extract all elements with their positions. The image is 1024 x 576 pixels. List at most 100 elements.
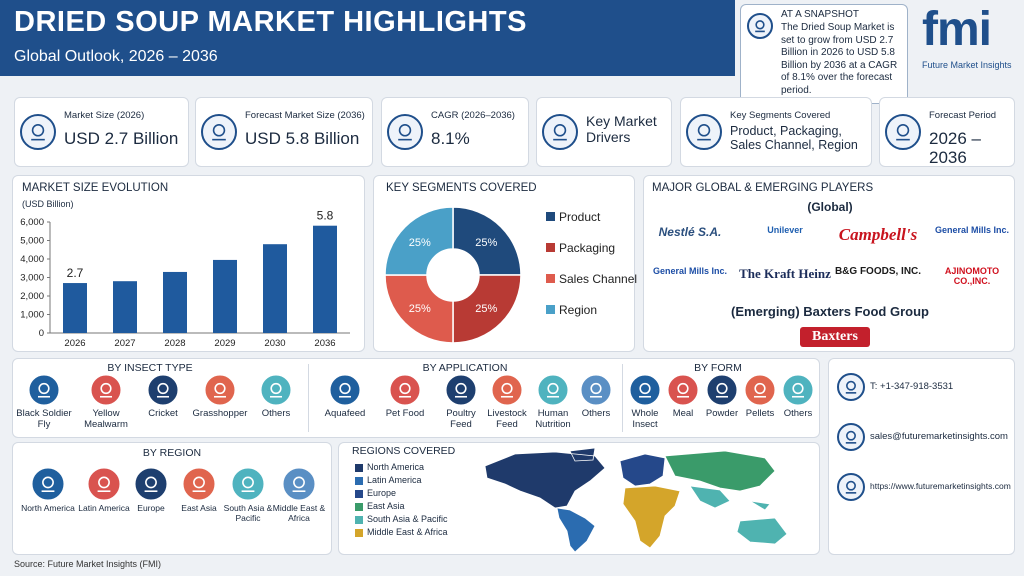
legend-swatch xyxy=(546,305,555,314)
icon-circle xyxy=(667,374,699,406)
bar xyxy=(213,259,237,333)
kpi-label: Key Segments Covered xyxy=(730,110,831,121)
kpi-label: Forecast Market Size (2036) xyxy=(245,110,365,121)
section-title: MAJOR GLOBAL & EMERGING PLAYERS xyxy=(652,182,874,194)
x-tick-label: 2028 xyxy=(164,338,185,349)
item-label: South Asia & Pacific xyxy=(223,503,273,523)
item-label: Latin America xyxy=(78,503,130,513)
chart-title: KEY SEGMENTS COVERED xyxy=(386,182,537,194)
legend-swatch xyxy=(546,212,555,221)
bar xyxy=(263,244,287,333)
icon-glyph xyxy=(293,476,305,489)
player-logo: The Kraft Heinz xyxy=(739,266,831,281)
item-label: Others xyxy=(783,408,813,419)
icon-glyph xyxy=(193,476,205,489)
icon-circle xyxy=(20,114,56,150)
section-title: BY APPLICATION xyxy=(422,362,508,374)
icon-circle xyxy=(837,373,865,401)
item-label: Middle East & Africa xyxy=(272,503,326,523)
y-tick-label: 1,000 xyxy=(20,310,44,321)
player-logo: General Mills Inc. xyxy=(934,225,1010,235)
item-label: Whole Insect xyxy=(631,408,659,430)
data-label: 25% xyxy=(409,237,431,249)
icon-glyph xyxy=(145,476,157,489)
icon-circle xyxy=(90,374,122,406)
item-label: North America xyxy=(21,503,75,513)
icon-glyph xyxy=(501,382,513,395)
snapshot-title: AT A SNAPSHOT xyxy=(781,9,859,20)
icon-glyph xyxy=(98,476,110,489)
player-logo: Baxters xyxy=(800,327,870,347)
icon-circle xyxy=(542,114,578,150)
icon-circle xyxy=(491,374,523,406)
icon-glyph xyxy=(31,124,45,137)
x-tick-label: 2030 xyxy=(264,338,285,349)
section-title: BY FORM xyxy=(694,362,742,374)
item-label: Powder xyxy=(705,408,739,419)
player-logo: AJINOMOTO CO.,INC. xyxy=(944,266,1000,286)
player-logo: Nestlé S.A. xyxy=(658,225,722,239)
icon-circle xyxy=(706,374,738,406)
logo-name: fmi xyxy=(922,3,992,56)
bar xyxy=(63,283,87,333)
legend-swatch xyxy=(355,464,363,472)
item-label: Europe xyxy=(137,503,165,513)
icon-glyph xyxy=(157,382,169,395)
x-tick-label: 2029 xyxy=(214,338,235,349)
icon-glyph xyxy=(590,382,602,395)
icon-circle xyxy=(204,374,236,406)
x-tick-label: 2026 xyxy=(64,338,85,349)
icon-circle xyxy=(329,374,361,406)
legend-swatch xyxy=(355,529,363,537)
region-shape xyxy=(484,447,606,509)
icon-glyph xyxy=(846,430,856,441)
icon-circle xyxy=(260,374,292,406)
y-tick-label: 6,000 xyxy=(20,217,44,228)
players-card xyxy=(643,175,1015,352)
section-title: REGIONS COVERED xyxy=(352,445,456,457)
icon-glyph xyxy=(792,382,804,395)
region-shape xyxy=(556,507,596,553)
y-tick-label: 3,000 xyxy=(20,273,44,284)
x-tick-label: 2027 xyxy=(114,338,135,349)
subtitle: Global Outlook, 2026 – 2036 xyxy=(14,48,218,65)
icon-circle xyxy=(629,374,661,406)
icon-glyph xyxy=(339,382,351,395)
legend-swatch xyxy=(355,477,363,485)
legend-label: Middle East & Africa xyxy=(367,527,448,537)
y-tick-label: 4,000 xyxy=(20,254,44,265)
item-label: Yellow Mealwarm xyxy=(84,408,128,430)
icon-circle xyxy=(231,467,265,501)
icon-circle xyxy=(580,374,612,406)
x-tick-label: 2036 xyxy=(314,338,335,349)
region-shape xyxy=(689,485,788,545)
icon-glyph xyxy=(455,382,467,395)
icon-circle xyxy=(182,467,216,501)
legend-swatch xyxy=(546,243,555,252)
header-band xyxy=(0,0,735,76)
donut-segment xyxy=(452,274,522,344)
icon-glyph xyxy=(553,124,567,137)
legend-label: East Asia xyxy=(367,501,405,511)
y-tick-label: 2,000 xyxy=(20,291,44,302)
item-label: East Asia xyxy=(181,503,217,513)
icon-glyph xyxy=(214,382,226,395)
axis-label: (USD Billion) xyxy=(22,199,74,209)
icon-glyph xyxy=(38,382,50,395)
icon-glyph xyxy=(242,476,254,489)
icon-glyph xyxy=(42,476,54,489)
icon-circle xyxy=(686,114,722,150)
icon-circle xyxy=(744,374,776,406)
title: DRIED SOUP MARKET HIGHLIGHTS xyxy=(14,6,527,38)
legend-swatch xyxy=(355,503,363,511)
legend-swatch xyxy=(355,516,363,524)
kpi-label: Forecast Period xyxy=(929,110,997,121)
item-label: Others xyxy=(581,408,611,419)
legend-label: Sales Channel xyxy=(559,272,637,286)
icon-circle xyxy=(28,374,60,406)
item-label: Cricket xyxy=(148,408,178,419)
players-emerging-label: (Emerging) Baxters Food Group xyxy=(731,304,929,319)
icon-circle xyxy=(782,374,814,406)
icon-circle xyxy=(537,374,569,406)
